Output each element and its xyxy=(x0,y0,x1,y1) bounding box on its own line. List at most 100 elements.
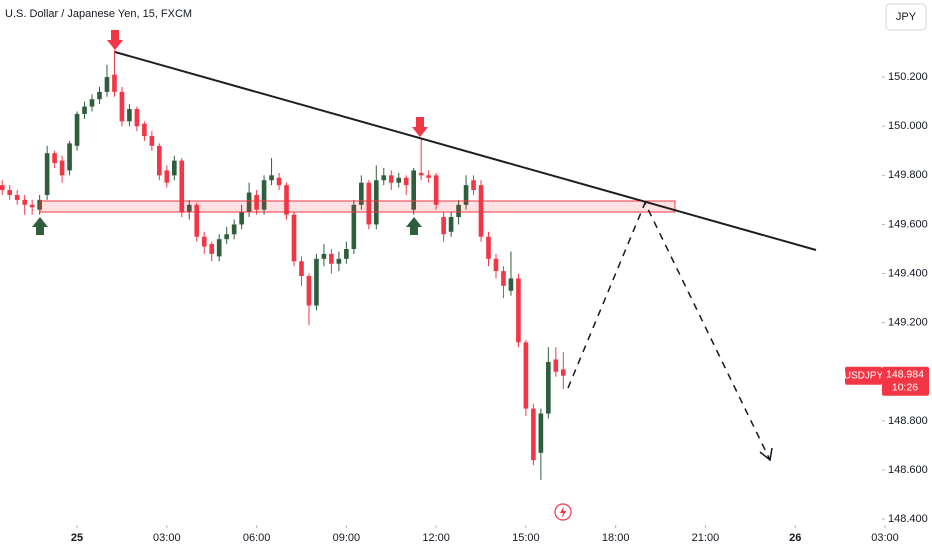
candle-body xyxy=(216,239,222,257)
event-icon-bolt xyxy=(560,506,566,518)
candle-body xyxy=(44,153,50,195)
candle-body xyxy=(299,261,304,277)
candle-body xyxy=(14,194,20,200)
candle-body xyxy=(523,342,529,409)
candle-body xyxy=(493,258,499,272)
projection-arrowhead xyxy=(759,447,773,462)
y-tick-label: 149.200 xyxy=(888,317,928,329)
candle-body xyxy=(329,253,334,264)
currency-button[interactable] xyxy=(885,3,927,31)
candle-body xyxy=(284,185,289,215)
candle-body xyxy=(97,91,102,100)
candle-body xyxy=(239,212,244,225)
candle-body xyxy=(82,106,87,114)
candle-body xyxy=(134,109,140,127)
candle-body xyxy=(179,160,185,213)
candle-body xyxy=(291,214,297,262)
candle-body xyxy=(314,258,319,306)
candle-body xyxy=(486,236,491,259)
candle-body xyxy=(516,278,521,343)
x-tick-label: 18:00 xyxy=(602,532,630,544)
candle-body xyxy=(201,236,207,247)
candle-body xyxy=(441,217,446,235)
countdown-label: 10:26 xyxy=(892,381,918,393)
candle-body xyxy=(531,408,536,461)
candle-body xyxy=(157,145,162,176)
trend-line xyxy=(114,51,817,251)
candle-body xyxy=(194,204,200,237)
candles xyxy=(0,50,566,480)
x-tick-label: 21:00 xyxy=(692,532,720,544)
candle-body xyxy=(104,77,110,92)
price-tag-box xyxy=(882,366,929,396)
candle-body xyxy=(351,204,357,249)
y-tick-label: 149.600 xyxy=(888,218,928,230)
x-tick-label: 09:00 xyxy=(333,532,361,544)
up-arrow xyxy=(32,217,48,235)
symbol-tag xyxy=(845,366,882,385)
candle-body xyxy=(448,217,454,232)
candle-body xyxy=(276,177,282,186)
candle-body xyxy=(254,194,259,210)
up-arrow xyxy=(406,217,422,235)
candle-body xyxy=(463,185,469,205)
down-arrow xyxy=(412,117,428,137)
candle-body xyxy=(388,175,394,183)
candle-body xyxy=(403,177,409,186)
candle-body xyxy=(373,180,379,225)
y-tick-label: 150.200 xyxy=(888,71,928,83)
y-tick-label: 149.400 xyxy=(888,267,928,279)
candle-body xyxy=(359,182,364,205)
x-tick-label: 03:00 xyxy=(871,532,899,544)
candle-body xyxy=(456,204,461,218)
candle-body xyxy=(546,361,551,414)
y-tick-label: 148.800 xyxy=(888,415,928,427)
candle-body xyxy=(119,91,125,122)
x-tick-label: 15:00 xyxy=(512,532,540,544)
candle-body xyxy=(471,180,476,191)
candle-body xyxy=(74,113,80,146)
x-tick-label: 12:00 xyxy=(422,532,450,544)
x-tick-label: 26 xyxy=(789,532,801,544)
candle-body xyxy=(381,175,387,181)
candle-body xyxy=(149,136,155,146)
projection-path xyxy=(567,201,771,461)
y-tick-label: 148.400 xyxy=(888,513,928,525)
candle-body xyxy=(396,177,402,183)
candle-body xyxy=(112,74,117,92)
candle-body xyxy=(231,224,237,235)
candle-body xyxy=(224,234,229,240)
candle-body xyxy=(411,170,417,210)
candle-body xyxy=(7,190,13,195)
candle-body xyxy=(344,248,349,259)
candle-body xyxy=(321,253,327,259)
x-axis: 25 03:00 06:00 09:00 12:00 15:00 18:00 21:00 26 0… xyxy=(71,525,899,544)
last-price-label: 148.984 xyxy=(886,368,924,380)
candle-body xyxy=(0,185,5,191)
x-tick-label: 06:00 xyxy=(243,532,271,544)
candle-body xyxy=(186,204,192,213)
candle-body xyxy=(127,109,132,122)
resistance-zone xyxy=(39,200,676,213)
candle-body xyxy=(306,276,312,306)
candle-body xyxy=(553,359,559,372)
candle-body xyxy=(336,258,342,264)
candle-body xyxy=(209,244,215,254)
candle-body xyxy=(418,172,424,176)
candle-body xyxy=(59,160,65,176)
y-tick-label: 150.000 xyxy=(888,120,928,132)
currency-label: JPY xyxy=(896,11,917,23)
candle-body xyxy=(246,192,252,213)
price-axis xyxy=(882,0,932,550)
candle-body xyxy=(52,153,57,164)
candle-body xyxy=(142,123,147,137)
candle-body xyxy=(164,170,170,183)
candle-body xyxy=(29,204,35,208)
candle-body xyxy=(560,369,566,376)
candle-body xyxy=(538,413,544,453)
candle-body xyxy=(501,271,506,286)
candle-body xyxy=(22,199,28,205)
